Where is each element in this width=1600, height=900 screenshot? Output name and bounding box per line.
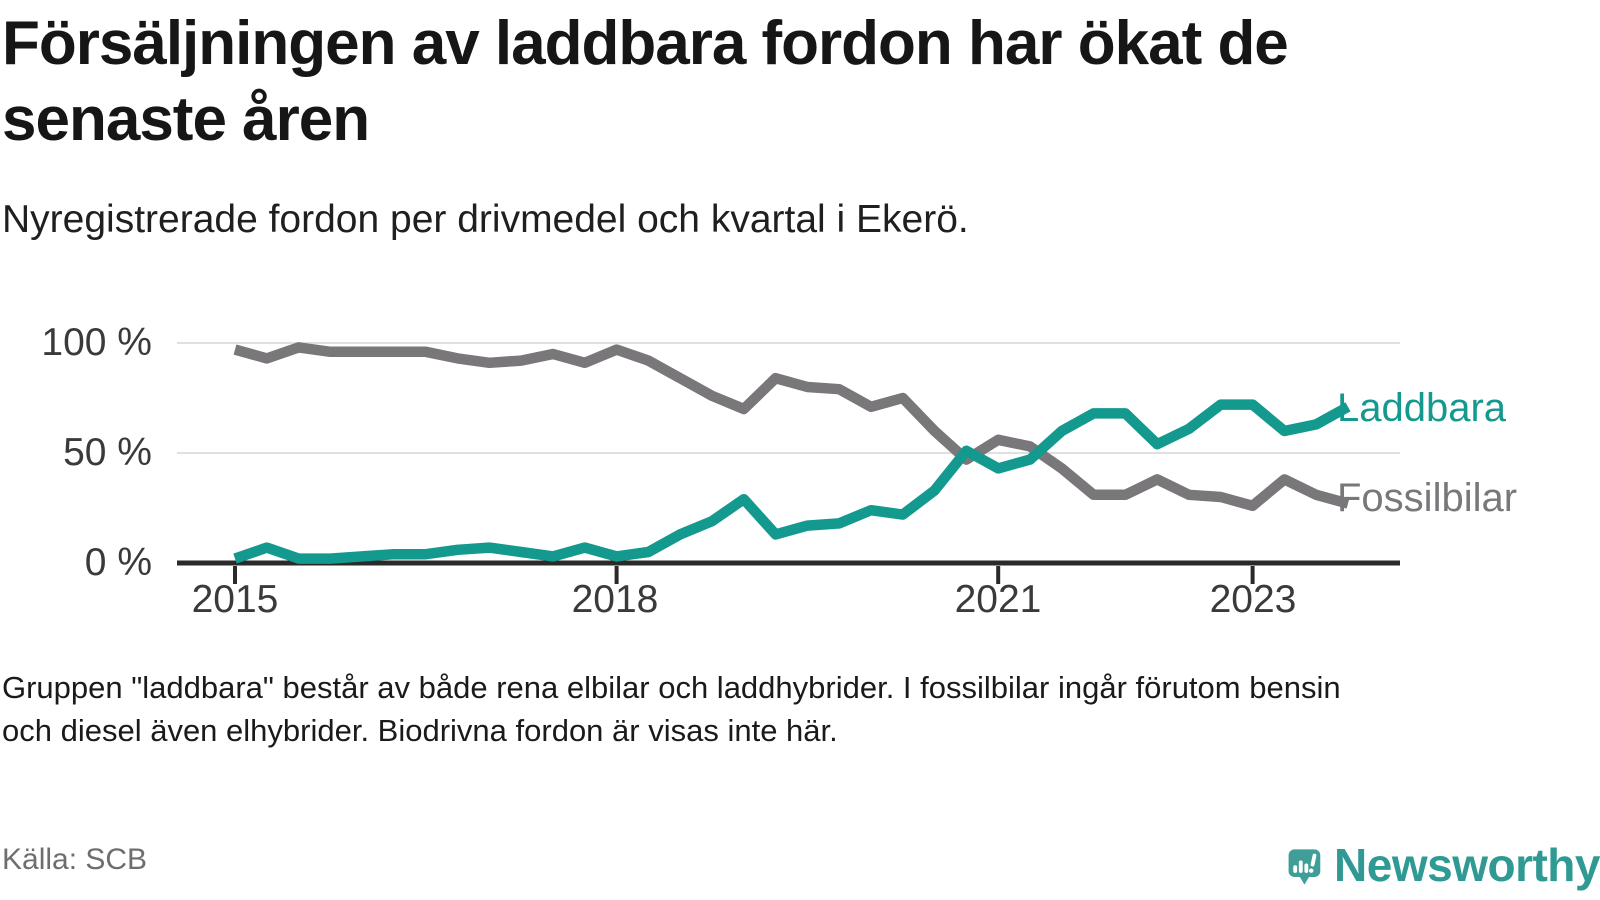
newsworthy-logo: Newsworthy [1288, 836, 1600, 898]
footnote-line2: och diesel även elhybrider. Biodrivna fo… [2, 713, 838, 748]
newsworthy-wordmark: Newsworthy [1334, 839, 1600, 891]
newsworthy-bubble-chart-icon [1288, 849, 1321, 885]
line-chart [177, 342, 1400, 584]
y-axis-tick-label-0: 0 % [84, 541, 152, 584]
series-label-laddbara: Laddbara [1337, 386, 1507, 430]
x-axis-tick-label-2018: 2018 [571, 578, 659, 621]
series-label-fossilbilar: Fossilbilar [1337, 476, 1518, 520]
page-title-line2: senaste åren [2, 85, 370, 154]
page-title: Försäljningen av laddbara fordon har öka… [2, 6, 1502, 158]
x-axis-tick-label-2021: 2021 [954, 578, 1042, 621]
y-axis-tick-label-100: 100 % [41, 321, 152, 364]
source-label: Källa: SCB [2, 843, 148, 876]
x-axis-tick-label-2023: 2023 [1209, 578, 1297, 621]
page-title-line1: Försäljningen av laddbara fordon har öka… [2, 9, 1289, 78]
series-line-laddbara [233, 399, 1351, 564]
x-axis-tick-label-2015: 2015 [191, 578, 279, 621]
page-subtitle: Nyregistrerade fordon per drivmedel och … [2, 198, 969, 241]
footnote: Gruppen "laddbara" består av både rena e… [2, 666, 1562, 752]
y-axis-tick-label-50: 50 % [63, 431, 152, 474]
series-line-fossilbilar [233, 342, 1350, 512]
footnote-line1: Gruppen "laddbara" består av både rena e… [2, 670, 1341, 705]
